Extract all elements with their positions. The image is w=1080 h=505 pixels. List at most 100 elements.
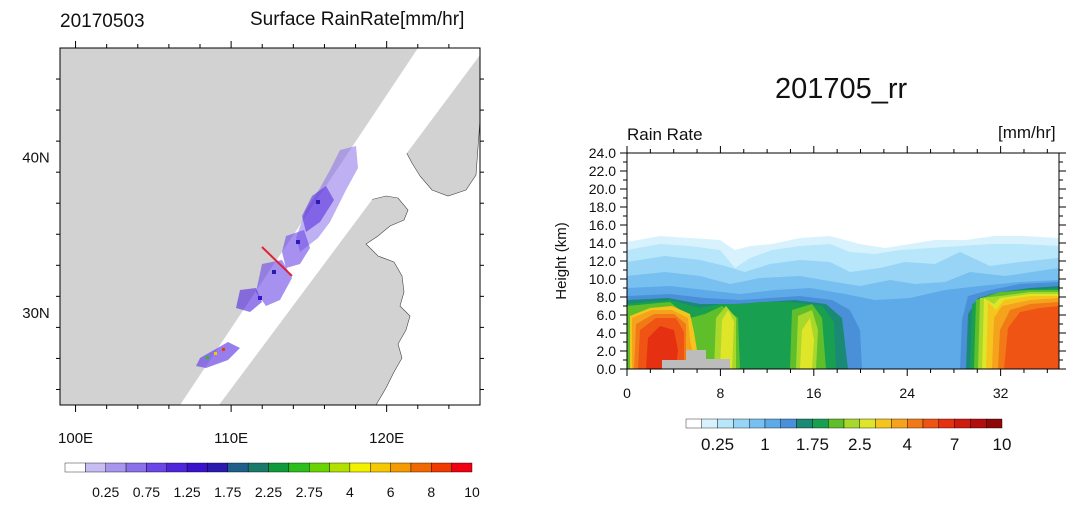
map-frame [59, 47, 481, 406]
contour-band-3 [720, 310, 734, 369]
left-colorbar-box [288, 462, 310, 473]
right-colorbar-label: 1.75 [796, 435, 829, 454]
left-colorbar-box [207, 462, 228, 473]
left-colorbar-box [247, 462, 269, 473]
rain-pixels [196, 146, 358, 368]
left-date-label: 20170503 [60, 11, 145, 32]
left-colorbar-label: 1.75 [214, 484, 241, 500]
left-colorbar-box [431, 462, 452, 473]
right-colorbar-box [922, 418, 940, 429]
left-colorbar-box [146, 462, 167, 473]
map-ocean [352, 120, 480, 405]
right-colorbar-box [954, 418, 971, 429]
left-colorbar-box [125, 462, 147, 473]
right-colorbar-box [685, 418, 703, 429]
left-colorbar-box [349, 462, 371, 473]
left-colorbar-label: 4 [346, 484, 354, 500]
map-tick-labels: 100E 110E 120E 30N 40N [22, 150, 404, 447]
right-colorbar-box [859, 418, 876, 429]
left-colorbar-box [370, 462, 391, 473]
cross-section-panel: 0 8 16 24 32 0.0 2.0 4.0 6.0 8.0 10.0 12.0 14.0 16.0 1… [553, 145, 1066, 401]
cs-x-tick-label: 8 [717, 385, 725, 401]
left-colorbar-box [451, 462, 473, 473]
right-colorbar-label: 7 [950, 435, 959, 454]
cs-x-tick-label: 24 [899, 385, 915, 401]
contour-band-7b [1004, 306, 1059, 369]
right-colorbar-box [717, 418, 734, 429]
cs-y-tick-label: 22.0 [589, 163, 616, 179]
contour-band-3b [800, 318, 814, 369]
right-colorbar-labels: 0.25 1 1.75 2.5 4 7 10 [701, 435, 1011, 454]
left-colorbar-label: 1.25 [173, 484, 200, 500]
left-colorbar-box [329, 462, 351, 473]
right-colorbar-box [701, 418, 718, 429]
cs-y-tick-label: 4.0 [597, 325, 617, 341]
cs-x-tick-label: 16 [806, 385, 822, 401]
left-colorbar-box [105, 462, 127, 473]
right-colorbar-box [749, 418, 766, 429]
terrain-mask [662, 350, 730, 369]
cs-y-tick-label: 18.0 [589, 199, 616, 215]
left-colorbar-label: 6 [387, 484, 395, 500]
left-colorbar-box [166, 462, 188, 473]
right-colorbar-label: 0.25 [701, 435, 734, 454]
left-colorbar-box [390, 462, 412, 473]
left-colorbar-labels: 0.25 0.75 1.25 1.75 2.25 2.75 4 6 8 10 [92, 484, 480, 500]
right-colorbar-label: 2.5 [848, 435, 872, 454]
right-colorbar-box [986, 418, 1003, 429]
cs-y-tick-label: 10.0 [589, 271, 616, 287]
left-colorbar-box [268, 462, 290, 473]
left-colorbar-box [186, 462, 208, 473]
right-colorbar-box [828, 418, 845, 429]
cross-section-track [261, 246, 293, 277]
cs-y-tick-label: 24.0 [589, 145, 616, 161]
cs-y-tick-label: 12.0 [589, 253, 616, 269]
left-colorbar-box [85, 462, 106, 473]
cs-x-tick-label: 32 [993, 385, 1009, 401]
left-colorbar-label: 2.75 [296, 484, 323, 500]
cs-y-tick-label: 8.0 [597, 289, 617, 305]
left-colorbar-label: 8 [427, 484, 435, 500]
cs-y-tick-label: 16.0 [589, 217, 616, 233]
cs-y-tick-label: 20.0 [589, 181, 616, 197]
left-colorbar-box [64, 462, 86, 473]
map-y-tick-label: 40N [22, 150, 50, 167]
cs-y-tick-label: 2.0 [597, 343, 617, 359]
satellite-swath [180, 48, 480, 405]
map-panel: 100E 110E 120E 30N 40N [22, 41, 484, 447]
right-colorbar-label: 4 [902, 435, 911, 454]
map-ticks [56, 41, 484, 412]
left-colorbar-label: 10 [464, 484, 480, 500]
right-colorbar-box [843, 418, 861, 429]
map-y-tick-label: 30N [22, 305, 50, 322]
cs-y-tick-label: 0.0 [597, 361, 617, 377]
right-colorbar-box [764, 418, 782, 429]
right-colorbar-box [970, 418, 987, 429]
right-colorbar-box [891, 418, 908, 429]
right-colorbar-box [938, 418, 955, 429]
right-colorbar-box [733, 418, 750, 429]
cross-section-ticks [620, 146, 1066, 376]
left-colorbar-label: 2.25 [255, 484, 282, 500]
map-x-tick-label: 100E [58, 430, 93, 447]
right-colorbar-box [875, 418, 892, 429]
right-chart-title: 201705_rr [775, 73, 908, 105]
map-x-tick-label: 120E [369, 430, 404, 447]
left-colorbar-label: 0.75 [133, 484, 160, 500]
cs-y-tick-label: 6.0 [597, 307, 617, 323]
right-colorbar-box [812, 418, 829, 429]
right-colorbar-box [796, 418, 813, 429]
left-colorbar-box [309, 462, 330, 473]
right-chart-units-label: [mm/hr] [998, 123, 1056, 142]
map-coastline [351, 119, 480, 405]
right-colorbar-box [780, 418, 797, 429]
map-x-tick-label: 110E [214, 430, 248, 447]
right-colorbar [685, 418, 1003, 429]
left-colorbar-label: 0.25 [92, 484, 119, 500]
left-colorbar [64, 462, 473, 473]
right-chart-left-label: Rain Rate [627, 125, 703, 144]
cs-y-tick-label: 14.0 [589, 235, 616, 251]
contour-band-8 [646, 326, 678, 369]
cross-section-tick-labels: 0 8 16 24 32 0.0 2.0 4.0 6.0 8.0 10.0 12.0 14.0 16.0 1… [589, 145, 1009, 401]
left-colorbar-box [227, 462, 249, 473]
